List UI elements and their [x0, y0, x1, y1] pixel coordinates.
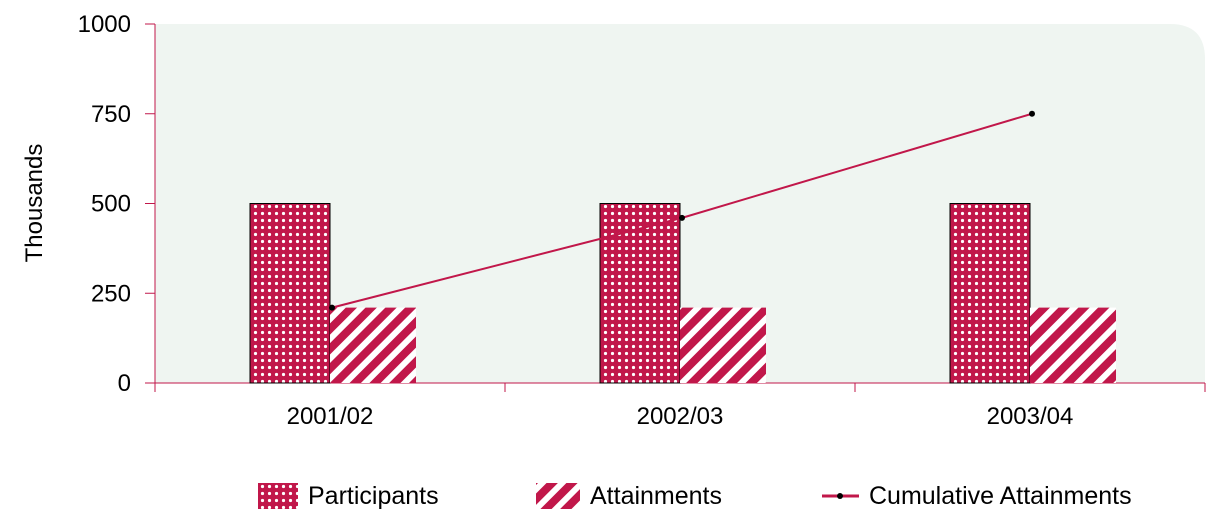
y-axis-title: Thousands [21, 144, 48, 263]
line-series [329, 110, 1035, 311]
y-tick-label: 250 [91, 280, 131, 307]
legend-item-cumulative-attainments: Cumulative Attainments [822, 482, 1132, 510]
x-tick-label: 2001/02 [287, 403, 374, 430]
x-axis: 2001/02 2002/03 2003/04 [154, 382, 1206, 430]
bar-participants [249, 203, 331, 384]
bar-attainments [330, 307, 416, 383]
y-axis: 0 250 500 750 1000 [78, 11, 156, 397]
bar-attainments [680, 307, 766, 383]
legend-marker-cumulative-attainments [837, 493, 843, 499]
bar-participants [949, 203, 1031, 384]
legend-swatch-attainments [536, 483, 580, 509]
line-point-cumulative-attainments [329, 304, 335, 311]
x-tick-label: 2003/04 [987, 403, 1074, 430]
legend-label-participants: Participants [308, 482, 439, 510]
bars [249, 203, 1116, 384]
line-point-cumulative-attainments [679, 214, 685, 221]
line-point-cumulative-attainments [1029, 110, 1035, 117]
y-tick-label: 750 [91, 101, 131, 128]
x-tick-label: 2002/03 [637, 403, 724, 430]
bar-participants [599, 203, 681, 384]
legend-label-cumulative-attainments: Cumulative Attainments [869, 482, 1132, 510]
legend: Participants Attainments Cumulative Atta… [258, 482, 1132, 510]
legend-item-participants: Participants [258, 482, 439, 510]
y-tick-label: 1000 [78, 11, 131, 38]
bar-attainments [1030, 307, 1116, 383]
legend-label-attainments: Attainments [590, 482, 722, 510]
legend-swatch-participants [258, 483, 298, 509]
legend-item-attainments: Attainments [536, 482, 722, 510]
y-tick-label: 500 [91, 191, 131, 218]
y-tick-label: 0 [118, 370, 131, 397]
